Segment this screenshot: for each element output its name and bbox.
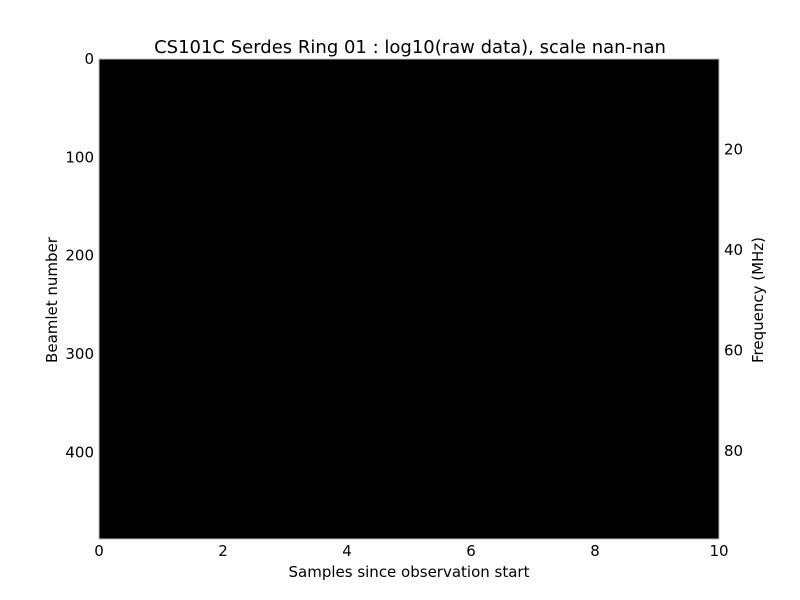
y-right-tick-label: 80 — [724, 442, 743, 460]
x-axis-label: Samples since observation start — [289, 563, 530, 581]
x-tick-label: 0 — [94, 542, 104, 560]
x-tick-label: 8 — [590, 542, 600, 560]
y-tick-label: 0 — [84, 50, 94, 68]
x-tick-label: 4 — [342, 542, 352, 560]
y-right-tick-label: 60 — [724, 342, 743, 360]
y-right-tick-label: 40 — [724, 241, 743, 259]
y-axis-label: Beamlet number — [43, 236, 61, 363]
x-tick-label: 2 — [218, 542, 228, 560]
y-tick-label: 100 — [65, 148, 94, 166]
y-tick-label: 200 — [65, 247, 94, 265]
y-tick-label: 400 — [65, 443, 94, 461]
y-right-tick-label: 20 — [724, 140, 743, 158]
y-tick-label: 300 — [65, 345, 94, 363]
y-axis-right-label: Frequency (MHz) — [749, 237, 767, 363]
x-tick-label: 10 — [709, 542, 728, 560]
heatmap-image — [98, 58, 720, 540]
chart-title: CS101C Serdes Ring 01 : log10(raw data),… — [154, 37, 666, 58]
x-tick-label: 6 — [466, 542, 476, 560]
